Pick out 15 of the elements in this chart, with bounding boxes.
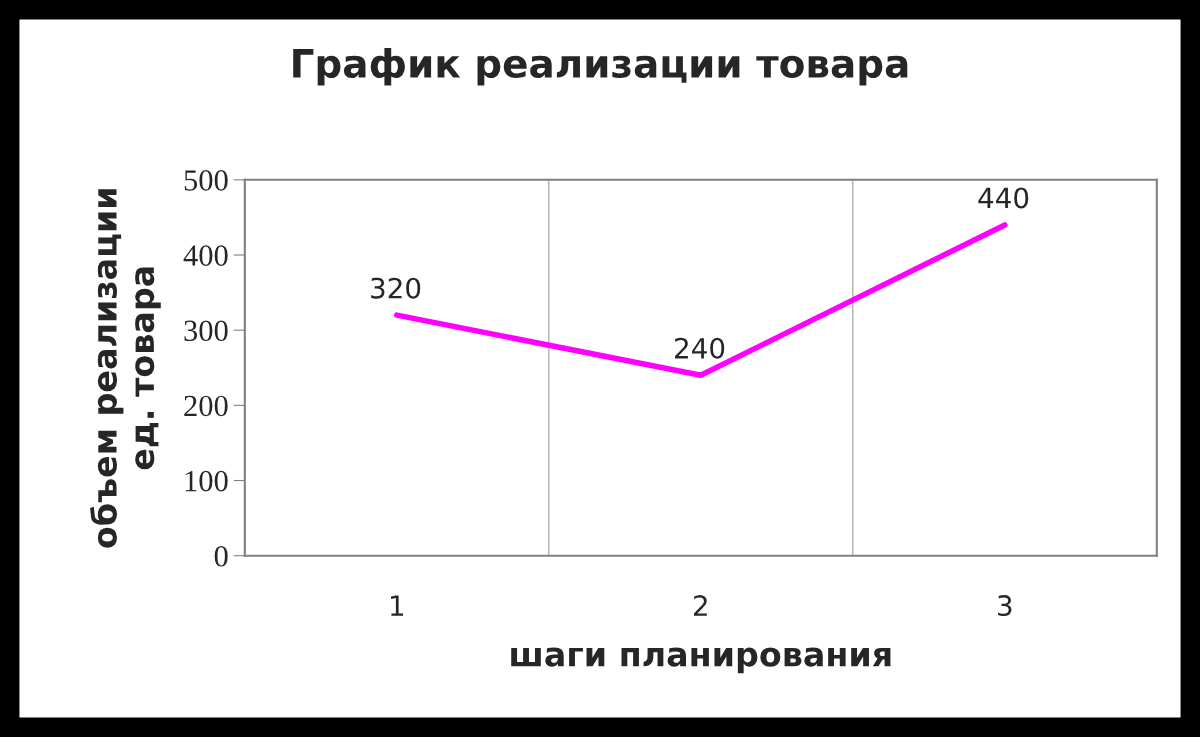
- y-tick-label: 100: [185, 470, 228, 492]
- data-label: 440: [978, 187, 1029, 209]
- y-tick-label: 300: [184, 320, 228, 342]
- data-label: 240: [675, 337, 725, 359]
- y-axis-title: объем реализации ед. товара: [90, 189, 161, 548]
- y-tick-label: 200: [184, 395, 228, 417]
- x-tick-label: 1: [391, 595, 404, 616]
- x-axis-title: шаги планирования: [511, 647, 891, 674]
- chart-title: График реализации товара: [293, 47, 908, 86]
- y-tick-label: 400: [183, 245, 228, 266]
- x-tick-label: 2: [694, 595, 707, 616]
- x-tick-label: 3: [998, 595, 1012, 617]
- y-tick-label: 0: [214, 545, 228, 567]
- data-label: 320: [371, 277, 421, 299]
- y-tick-label: 500: [184, 170, 228, 191]
